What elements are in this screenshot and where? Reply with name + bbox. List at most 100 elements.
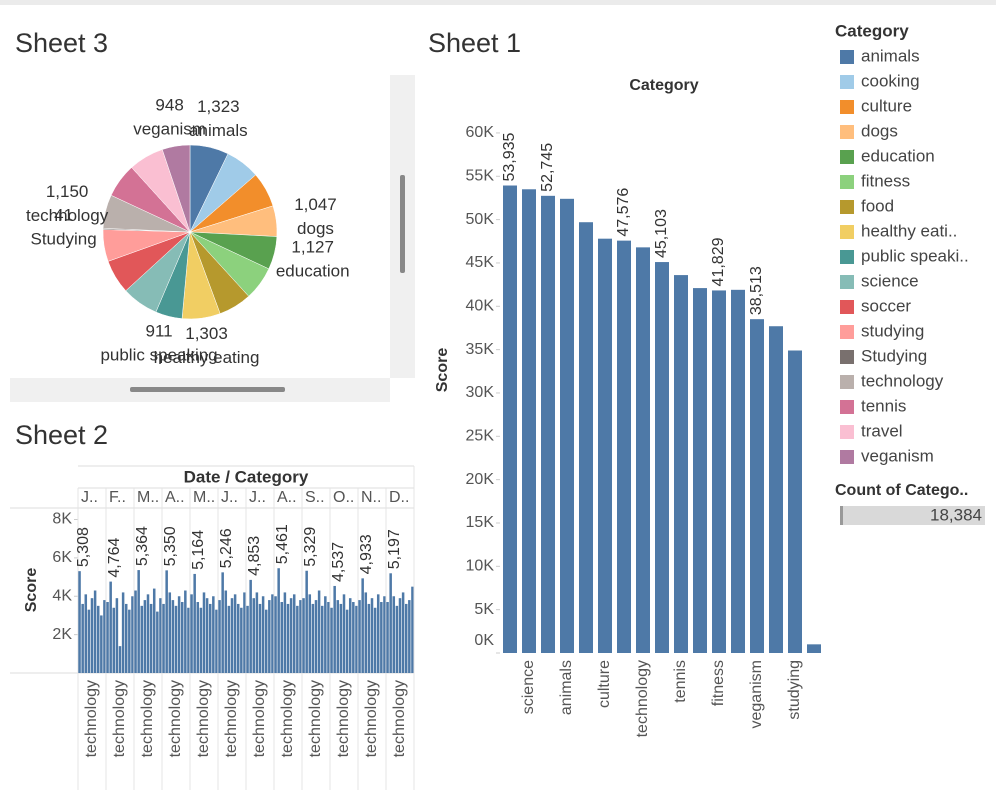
bar (258, 603, 262, 673)
legend-label: education (861, 146, 935, 165)
x-category-label: technology (307, 680, 324, 757)
bar (411, 586, 414, 673)
bar (401, 592, 405, 673)
bar (236, 603, 240, 673)
bar (541, 195, 555, 654)
bar (364, 592, 368, 673)
bar (106, 602, 109, 673)
bar (280, 602, 284, 673)
bar (243, 592, 246, 673)
bar (218, 600, 221, 673)
bar-value-label: 41,829 (710, 237, 727, 286)
bar (109, 581, 112, 673)
bar (134, 590, 137, 673)
bar (333, 585, 336, 673)
x-category-label: technology (363, 680, 380, 757)
bar (171, 600, 175, 673)
pie-category-label: animals (189, 121, 248, 140)
bar (84, 594, 88, 673)
legend-swatch (840, 150, 854, 164)
y-tick-label: 20K (466, 471, 495, 488)
legend-label: cooking (861, 71, 920, 90)
bar (383, 596, 386, 673)
bar-value-label: 5,164 (190, 530, 207, 570)
bar (128, 609, 131, 673)
bar (233, 594, 237, 673)
month-header: J.. (249, 489, 266, 506)
count-bar (840, 506, 985, 525)
legend-swatch (840, 175, 854, 189)
bar (227, 605, 231, 673)
bar (317, 590, 321, 673)
legend-swatch (840, 375, 854, 389)
bar (336, 600, 340, 673)
y-tick-label: 45K (466, 254, 495, 271)
bar (376, 594, 380, 673)
month-header: M.. (137, 489, 159, 506)
legend-label: animals (861, 46, 920, 65)
y-axis-title: Score (23, 568, 40, 613)
bar (162, 603, 165, 673)
bar (215, 609, 218, 673)
scroll-thumb[interactable] (130, 387, 285, 392)
bar (277, 568, 280, 673)
bar (308, 594, 312, 673)
scroll-thumb[interactable] (400, 175, 405, 273)
bar-value-label: 45,103 (653, 209, 670, 258)
bar (392, 596, 396, 673)
pie-category-label: Studying (31, 229, 97, 248)
y-axis-title: Score (434, 348, 451, 393)
legend-swatch (840, 275, 854, 289)
pie-value-label: 1,150 (46, 182, 89, 201)
legend-swatch (840, 425, 854, 439)
pie-value-label: 1,323 (197, 97, 240, 116)
bar (302, 598, 305, 673)
y-tick-label: 35K (466, 341, 495, 358)
y-tick-label: 8K (52, 511, 72, 528)
bar (731, 289, 745, 653)
bar (283, 592, 287, 673)
legend-label: public speaki.. (861, 246, 969, 265)
bar (168, 592, 172, 673)
bar (386, 602, 389, 673)
legend-label: technology (861, 371, 944, 390)
pie-value-label: 911 (145, 321, 172, 340)
sheet-title: Sheet 1 (428, 28, 521, 58)
bar (230, 598, 234, 673)
bar (373, 607, 377, 673)
bar (305, 570, 308, 673)
x-category-label: animals (558, 660, 575, 715)
bar (398, 598, 402, 673)
bar-value-label: 5,197 (386, 529, 403, 569)
bar (380, 602, 383, 673)
x-category-label: studying (786, 660, 803, 720)
bar (246, 605, 249, 673)
bar (152, 588, 156, 673)
x-category-label: technology (111, 680, 128, 757)
legend-swatch (840, 250, 854, 264)
y-tick-label: 60K (466, 124, 495, 141)
x-category-label: tennis (672, 660, 689, 703)
bar (311, 603, 315, 673)
bar-value-label: 5,461 (274, 524, 291, 564)
month-header: O.. (333, 489, 354, 506)
top-strip (0, 0, 996, 5)
bar (146, 594, 150, 673)
bar (112, 607, 116, 673)
pie-category-label: healthy eating (154, 348, 260, 367)
bar (289, 598, 293, 673)
month-header: F.. (109, 489, 126, 506)
bar (212, 596, 215, 673)
legend-swatch (840, 325, 854, 339)
bar-value-label: 52,745 (539, 143, 556, 192)
bar (240, 607, 243, 673)
bar (560, 198, 574, 654)
bar (674, 275, 688, 653)
x-category-label: technology (251, 680, 268, 757)
pie-category-label: public speaking (100, 345, 217, 364)
bar (87, 609, 91, 673)
bar (342, 594, 346, 673)
y-tick-label: 4K (52, 587, 72, 604)
x-category-label: fitness (710, 660, 727, 706)
